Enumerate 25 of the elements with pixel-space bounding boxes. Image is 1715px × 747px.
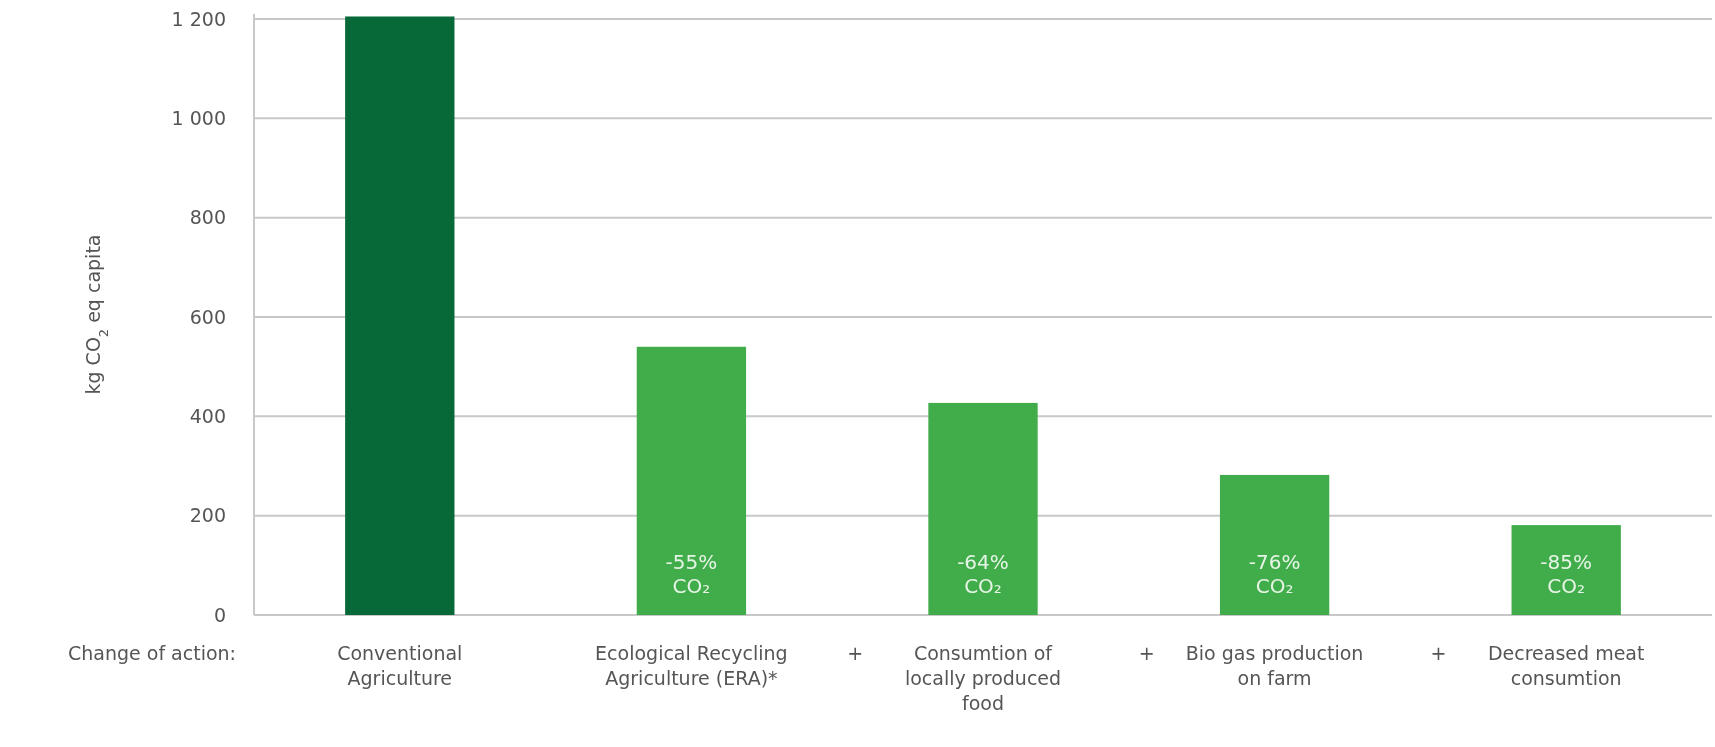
text: + bbox=[847, 642, 864, 664]
annotation: -85% CO₂ bbox=[1540, 550, 1593, 598]
text: Change of action: bbox=[67, 642, 236, 664]
x-tick-label: Conventional Agriculture bbox=[337, 642, 463, 689]
annotation: -55% CO₂ bbox=[665, 550, 718, 598]
annotation: -76% CO₂ bbox=[1248, 550, 1301, 598]
y-tick-label: 800 bbox=[189, 206, 226, 229]
bar bbox=[345, 16, 455, 615]
text: + bbox=[1430, 642, 1447, 664]
y-tick-label: 0 bbox=[213, 603, 226, 626]
bar bbox=[1219, 474, 1330, 615]
y-tick-label: 600 bbox=[189, 305, 226, 328]
y-tick-label: 400 bbox=[189, 404, 226, 427]
text: + bbox=[1138, 642, 1155, 664]
y-tick-label: 1 200 bbox=[171, 7, 226, 30]
x-tick-label: Bio gas production on farm bbox=[1185, 642, 1364, 689]
y-tick-label: 1 000 bbox=[171, 106, 226, 129]
bar bbox=[1511, 525, 1621, 615]
x-tick-label: Decreased meat consumtion bbox=[1487, 642, 1645, 689]
x-tick-label: Consumtion of locally produced food bbox=[904, 642, 1062, 714]
annotation: -64% CO₂ bbox=[957, 550, 1009, 598]
y-tick-label: 200 bbox=[189, 504, 226, 527]
bar bbox=[636, 346, 747, 615]
bar bbox=[928, 402, 1038, 615]
x-tick-label: Ecological Recycling Agriculture (ERA)* bbox=[595, 642, 788, 689]
